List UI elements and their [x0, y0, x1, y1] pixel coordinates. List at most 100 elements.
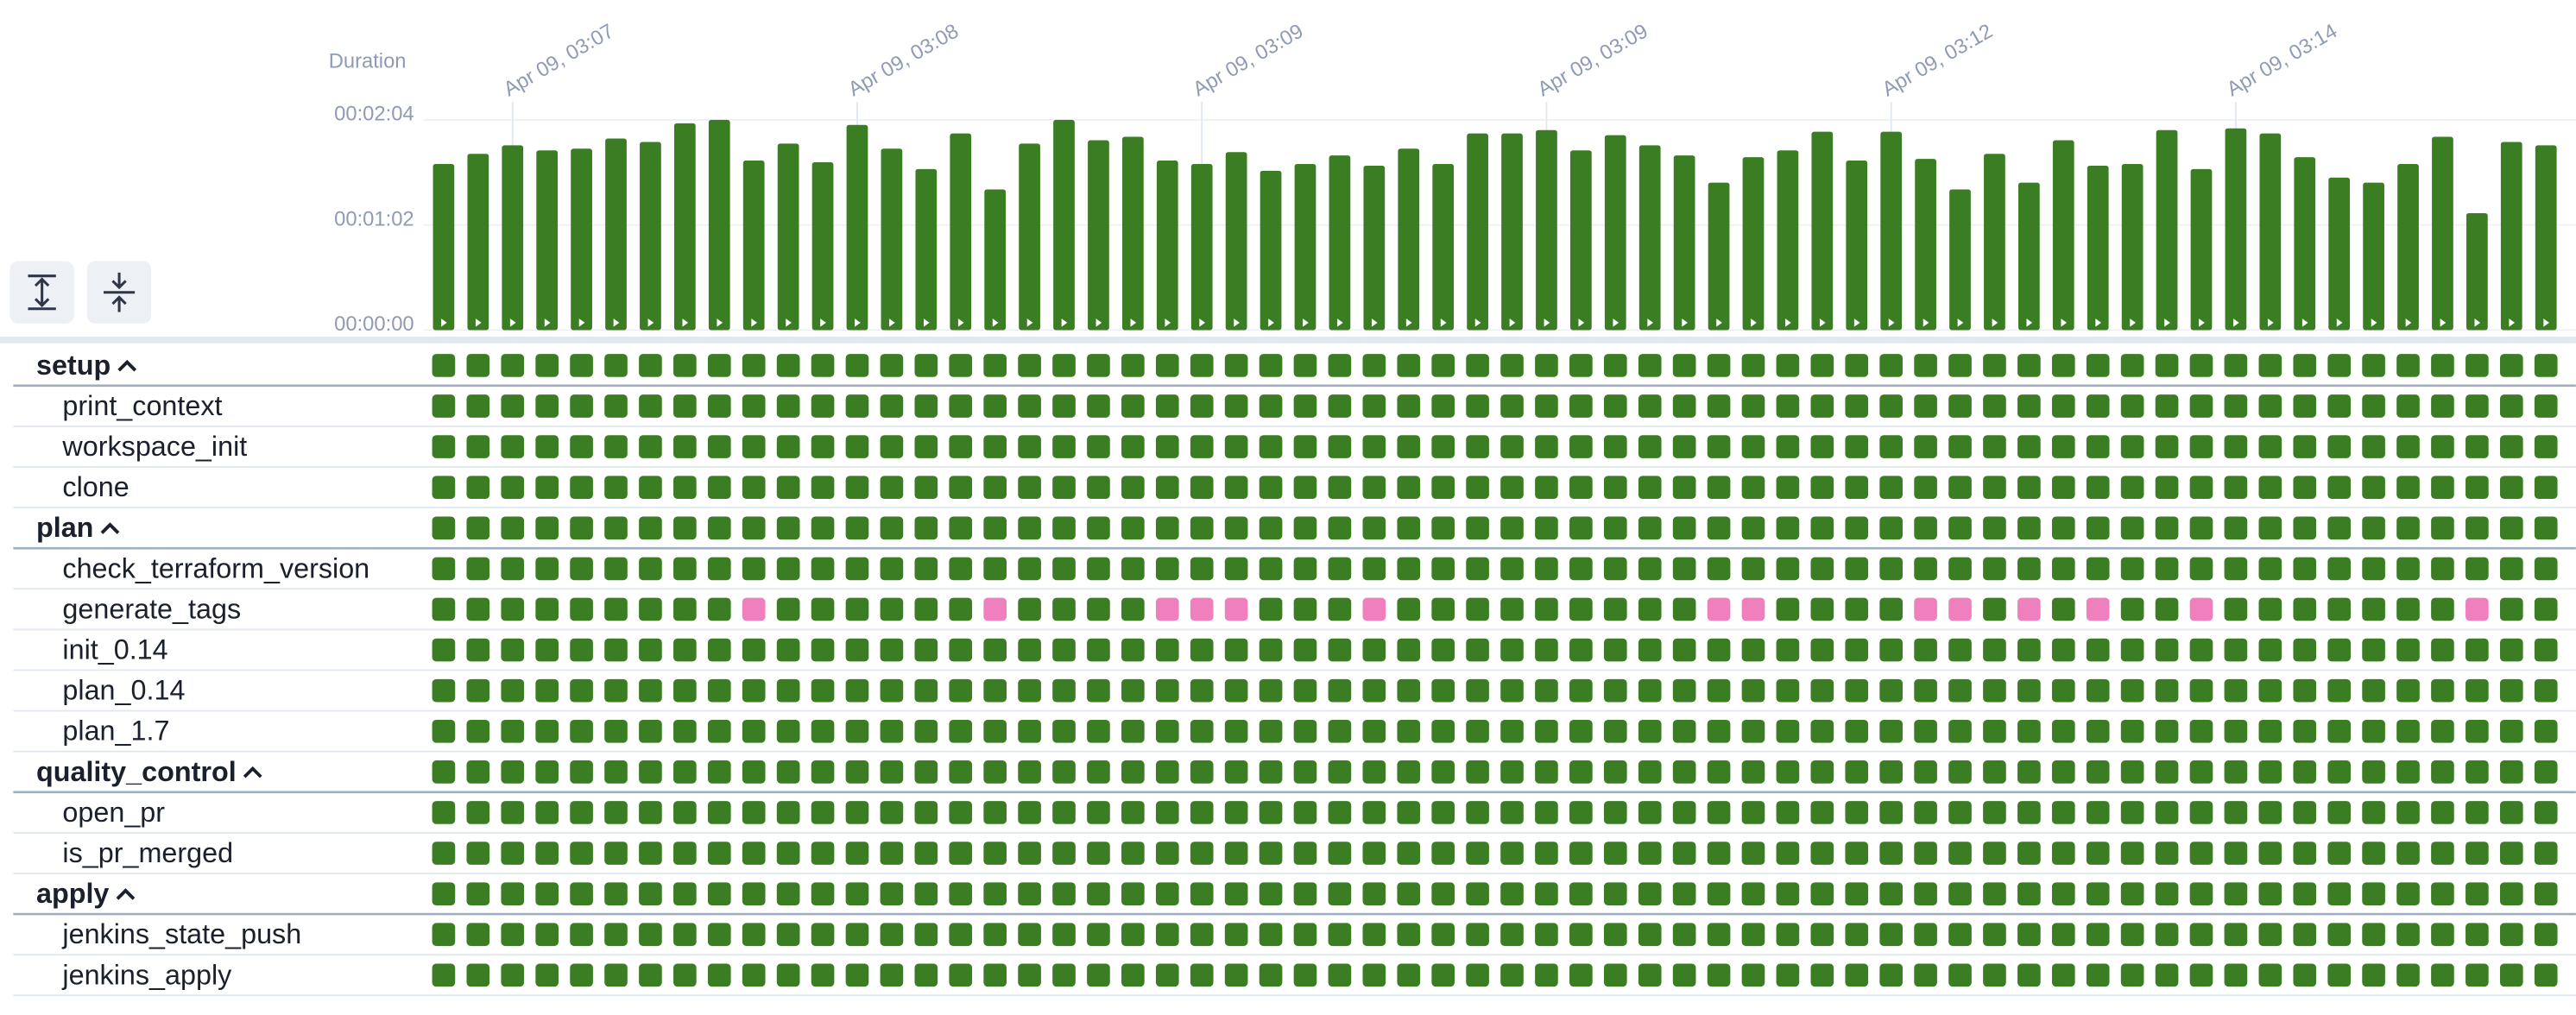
task-instance[interactable]: [1741, 557, 1765, 581]
task-instance[interactable]: [742, 760, 766, 784]
task-instance[interactable]: [1914, 638, 1937, 662]
task-instance[interactable]: [2466, 354, 2489, 377]
task-instance[interactable]: [2258, 882, 2282, 905]
task-instance[interactable]: [1431, 597, 1455, 621]
task-instance[interactable]: [949, 923, 973, 947]
task-instance[interactable]: [1845, 394, 1869, 418]
task-instance[interactable]: [501, 923, 525, 947]
task-instance[interactable]: [949, 476, 973, 500]
task-instance[interactable]: [1121, 516, 1145, 540]
task-instance[interactable]: [1431, 842, 1455, 865]
task-instance[interactable]: [2224, 557, 2248, 581]
task-instance[interactable]: [1948, 557, 1972, 581]
task-instance[interactable]: [2327, 557, 2351, 581]
task-instance[interactable]: [2155, 842, 2179, 865]
task-instance[interactable]: [1190, 963, 1214, 987]
task-instance[interactable]: [1741, 678, 1765, 703]
task-instance[interactable]: [880, 923, 904, 947]
task-instance[interactable]: [2086, 597, 2110, 621]
task-instance[interactable]: [501, 394, 525, 418]
task-instance[interactable]: [1638, 882, 1662, 905]
task-instance[interactable]: [776, 923, 800, 947]
task-instance[interactable]: [2293, 354, 2317, 377]
task-instance[interactable]: [1707, 354, 1731, 377]
task-instance[interactable]: [811, 760, 835, 784]
task-instance[interactable]: [2017, 557, 2041, 581]
task-instance[interactable]: [1914, 516, 1937, 540]
task-instance[interactable]: [604, 435, 628, 458]
task-instance[interactable]: [1259, 476, 1283, 500]
task-instance[interactable]: [2293, 678, 2317, 703]
task-instance[interactable]: [707, 638, 731, 662]
task-instance[interactable]: [914, 963, 938, 987]
task-instance[interactable]: [1500, 719, 1524, 743]
task-instance[interactable]: [2327, 516, 2351, 540]
task-instance[interactable]: [1190, 354, 1214, 377]
task-instance[interactable]: [880, 516, 904, 540]
task-instance[interactable]: [1018, 597, 1041, 621]
task-instance[interactable]: [2189, 597, 2213, 621]
task-instance[interactable]: [1638, 638, 1662, 662]
task-instance[interactable]: [776, 557, 800, 581]
task-instance[interactable]: [742, 882, 766, 905]
task-instance[interactable]: [535, 638, 559, 662]
task-instance[interactable]: [1569, 638, 1593, 662]
task-instance[interactable]: [2086, 801, 2110, 824]
task-instance[interactable]: [1155, 963, 1179, 987]
task-instance[interactable]: [1672, 476, 1696, 500]
task-instance[interactable]: [1845, 923, 1869, 947]
task-instance[interactable]: [1948, 719, 1972, 743]
task-instance[interactable]: [1500, 882, 1524, 905]
task-instance[interactable]: [1259, 719, 1283, 743]
task-instance[interactable]: [845, 678, 869, 703]
task-instance[interactable]: [1569, 597, 1593, 621]
task-instance[interactable]: [1224, 719, 1248, 743]
task-instance[interactable]: [1328, 719, 1352, 743]
task-instance[interactable]: [466, 923, 490, 947]
task-instance[interactable]: [570, 476, 593, 500]
task-instance[interactable]: [535, 516, 559, 540]
task-instance[interactable]: [1018, 719, 1041, 743]
task-instance[interactable]: [1190, 842, 1214, 865]
task-instance[interactable]: [880, 354, 904, 377]
task-instance[interactable]: [1707, 638, 1731, 662]
task-instance[interactable]: [1535, 923, 1558, 947]
task-instance[interactable]: [845, 597, 869, 621]
task-instance[interactable]: [2327, 842, 2351, 865]
task-instance[interactable]: [1535, 963, 1558, 987]
task-instance[interactable]: [2293, 719, 2317, 743]
task-instance[interactable]: [914, 719, 938, 743]
task-instance[interactable]: [1776, 476, 1800, 500]
task-instance[interactable]: [1362, 597, 1386, 621]
task-instance[interactable]: [1741, 638, 1765, 662]
task-instance[interactable]: [2293, 557, 2317, 581]
task-instance[interactable]: [466, 678, 490, 703]
task-instance[interactable]: [1224, 923, 1248, 947]
task-instance[interactable]: [2499, 516, 2523, 540]
task-instance[interactable]: [1569, 516, 1593, 540]
task-instance[interactable]: [1500, 354, 1524, 377]
task-instance[interactable]: [983, 760, 1007, 784]
task-instance[interactable]: [1121, 394, 1145, 418]
task-instance[interactable]: [2534, 638, 2558, 662]
task-instance[interactable]: [2396, 557, 2420, 581]
task-instance[interactable]: [2120, 760, 2144, 784]
task-instance[interactable]: [2155, 354, 2179, 377]
task-instance[interactable]: [1603, 719, 1627, 743]
task-instance[interactable]: [1466, 882, 1489, 905]
task-instance[interactable]: [2120, 719, 2144, 743]
task-instance[interactable]: [673, 354, 697, 377]
task-instance[interactable]: [1741, 435, 1765, 458]
task-instance[interactable]: [1879, 678, 1903, 703]
task-instance[interactable]: [1810, 963, 1834, 987]
task-instance[interactable]: [1776, 516, 1800, 540]
task-instance[interactable]: [1328, 435, 1352, 458]
task-instance[interactable]: [673, 842, 697, 865]
task-instance[interactable]: [1155, 638, 1179, 662]
task-instance[interactable]: [501, 435, 525, 458]
task-instance[interactable]: [2051, 923, 2075, 947]
task-instance[interactable]: [1018, 963, 1041, 987]
task-instance[interactable]: [1672, 678, 1696, 703]
task-instance[interactable]: [1638, 476, 1662, 500]
task-instance[interactable]: [1603, 882, 1627, 905]
